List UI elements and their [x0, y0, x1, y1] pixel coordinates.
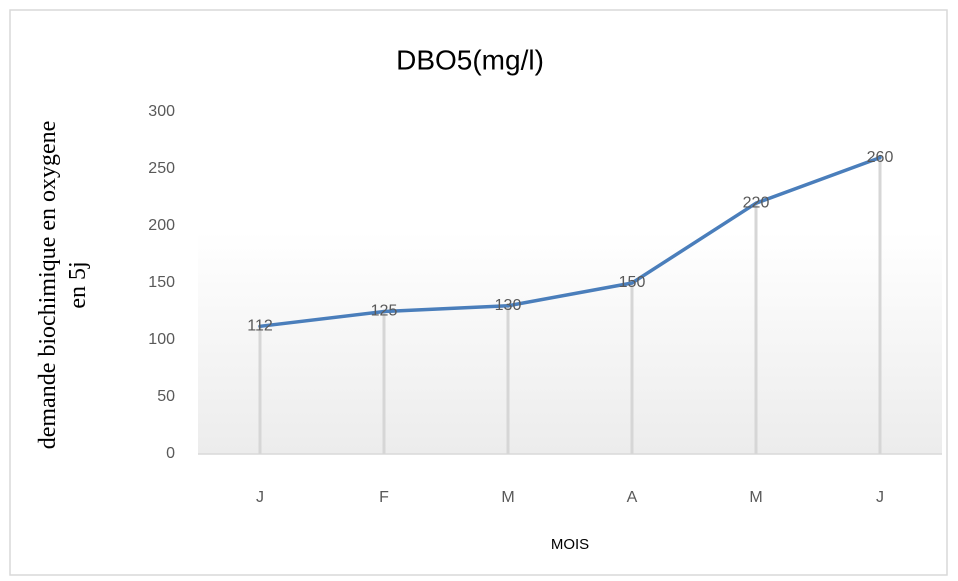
y-axis-label: demande biochimique en oxygene en 5j — [35, 120, 91, 450]
y-tick-label: 300 — [148, 103, 175, 120]
y-tick-label: 150 — [148, 274, 175, 291]
data-label: 260 — [867, 149, 894, 166]
x-tick-label: J — [876, 489, 884, 506]
chart-border — [9, 9, 948, 576]
chart-title: DBO5(mg/l) — [396, 44, 544, 75]
x-tick-label: A — [627, 489, 638, 506]
x-tick-label: F — [379, 489, 389, 506]
x-axis-label: MOIS — [551, 536, 589, 553]
y-tick-label: 0 — [166, 445, 175, 462]
y-tick-label: 100 — [148, 331, 175, 348]
data-label: 150 — [619, 274, 646, 291]
data-label: 125 — [371, 303, 398, 320]
x-tick-label: J — [256, 489, 264, 506]
data-label: 112 — [247, 318, 273, 335]
y-tick-label: 50 — [157, 388, 175, 405]
y-tick-label: 200 — [148, 217, 175, 234]
x-tick-label: M — [501, 489, 514, 506]
x-tick-label: M — [749, 489, 762, 506]
data-label: 130 — [495, 297, 522, 314]
y-tick-label: 250 — [148, 160, 175, 177]
series-line — [258, 155, 882, 329]
data-label: 220 — [743, 194, 770, 211]
plot-area — [198, 112, 942, 454]
